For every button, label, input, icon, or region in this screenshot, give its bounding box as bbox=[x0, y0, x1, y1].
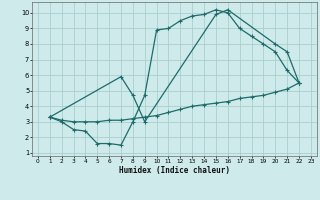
X-axis label: Humidex (Indice chaleur): Humidex (Indice chaleur) bbox=[119, 166, 230, 175]
